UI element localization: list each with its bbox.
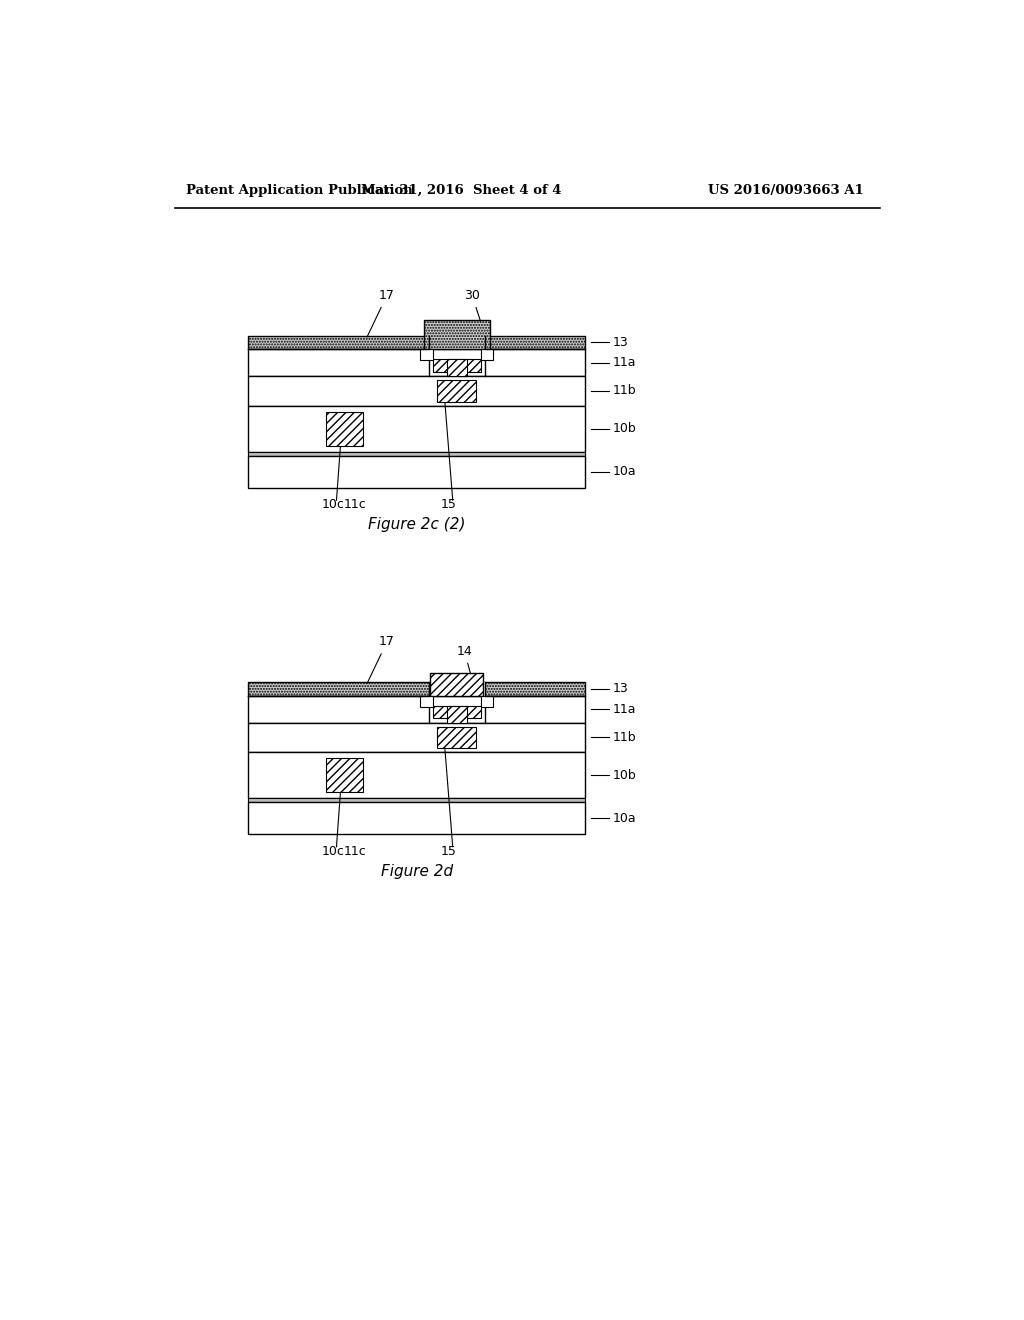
Text: 11a: 11a bbox=[612, 702, 636, 715]
Text: 11a: 11a bbox=[612, 356, 636, 370]
Text: 10b: 10b bbox=[612, 422, 636, 436]
Text: 11c: 11c bbox=[344, 499, 367, 511]
Text: 30: 30 bbox=[464, 289, 480, 321]
Bar bbox=[248, 451, 586, 455]
Bar bbox=[432, 706, 480, 718]
Bar bbox=[446, 706, 467, 723]
Text: US 2016/0093663 A1: US 2016/0093663 A1 bbox=[709, 185, 864, 197]
Text: 17: 17 bbox=[368, 289, 395, 337]
Bar bbox=[424, 321, 489, 350]
Bar bbox=[432, 359, 480, 372]
Text: 11c: 11c bbox=[344, 845, 367, 858]
Text: 13: 13 bbox=[612, 682, 628, 696]
Text: Figure 2d: Figure 2d bbox=[381, 863, 453, 879]
Bar bbox=[248, 376, 586, 405]
Text: 15: 15 bbox=[441, 845, 457, 858]
Bar bbox=[248, 803, 586, 834]
Bar bbox=[429, 335, 484, 350]
Bar bbox=[326, 412, 362, 446]
Bar bbox=[326, 758, 362, 792]
Text: 10c: 10c bbox=[322, 845, 345, 858]
Bar bbox=[248, 752, 586, 799]
Bar bbox=[248, 455, 586, 488]
Bar bbox=[480, 350, 493, 360]
Text: 13: 13 bbox=[612, 335, 628, 348]
Bar bbox=[480, 696, 493, 706]
Text: 10a: 10a bbox=[612, 812, 636, 825]
Text: 10c: 10c bbox=[322, 499, 345, 511]
Text: 11b: 11b bbox=[612, 384, 636, 397]
Bar bbox=[248, 350, 586, 376]
Bar bbox=[420, 350, 432, 360]
Text: 14: 14 bbox=[457, 644, 472, 675]
Bar bbox=[248, 799, 586, 803]
Bar bbox=[248, 696, 586, 723]
Text: 10a: 10a bbox=[612, 465, 636, 478]
Bar bbox=[446, 359, 467, 376]
Text: Patent Application Publication: Patent Application Publication bbox=[186, 185, 413, 197]
Bar bbox=[248, 682, 586, 696]
Bar bbox=[437, 726, 476, 748]
Text: Mar. 31, 2016  Sheet 4 of 4: Mar. 31, 2016 Sheet 4 of 4 bbox=[361, 185, 561, 197]
Bar bbox=[248, 723, 586, 752]
Bar bbox=[420, 696, 432, 706]
Bar bbox=[248, 405, 586, 451]
Text: Figure 2c (2): Figure 2c (2) bbox=[368, 517, 466, 532]
Bar bbox=[430, 673, 483, 696]
Bar bbox=[437, 380, 476, 401]
Bar bbox=[429, 682, 484, 696]
Text: 10b: 10b bbox=[612, 768, 636, 781]
Text: 11b: 11b bbox=[612, 731, 636, 744]
Bar bbox=[248, 335, 586, 350]
Text: 15: 15 bbox=[441, 499, 457, 511]
Text: 17: 17 bbox=[368, 635, 395, 684]
